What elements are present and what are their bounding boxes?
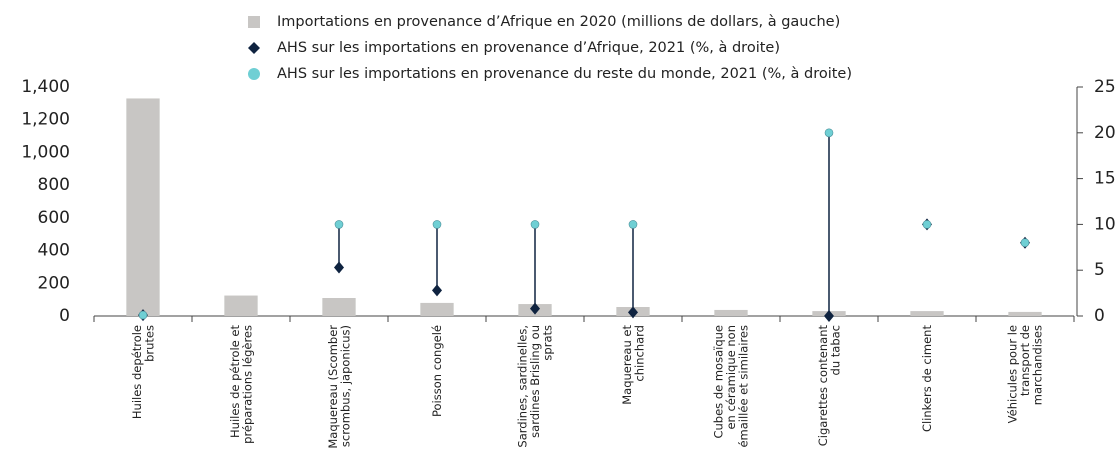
x-tick-label: Huiles depétrolebrutes (129, 325, 156, 419)
diamond-marker (432, 284, 442, 297)
legend-swatch (248, 16, 260, 28)
y-tick-label: 600 (38, 208, 70, 228)
dot-marker (628, 220, 638, 229)
x-tick-label: Cigarettes contenantdu tabac (815, 325, 842, 447)
bar (714, 309, 748, 316)
dot-marker (334, 220, 344, 229)
legend-label: Importations en provenance d’Afrique en … (277, 14, 840, 30)
x-tick-label: Véhicules pour letransport demarchandise… (1005, 325, 1044, 423)
legend-swatch (248, 42, 260, 54)
dot-marker (824, 128, 834, 138)
y-tick-label: 1,200 (21, 110, 70, 130)
y-tick-label: 400 (38, 241, 70, 261)
y2-tick-label: 0 (1094, 306, 1105, 326)
legend-label: AHS sur les importations en provenance d… (277, 40, 780, 56)
x-tick-label: Clinkers de ciment (920, 325, 934, 433)
legend-swatch (248, 68, 260, 80)
x-tick-label: Maquereau (Scomberscrombus, japonicus) (325, 325, 352, 449)
y2-tick-label: 25 (1094, 77, 1116, 97)
x-tick-label: Sardines, sardinelles,sardines Brisling … (515, 325, 554, 448)
bar (126, 98, 160, 316)
bar (224, 295, 258, 316)
dot-marker (530, 220, 540, 229)
x-tick-label: Cubes de mosaïqueen céramique nonémaillé… (711, 325, 750, 448)
x-tick-label: Huiles de pétrole etpréparations légères (227, 325, 254, 444)
y-tick-label: 800 (38, 175, 70, 195)
y2-tick-label: 5 (1094, 260, 1105, 280)
dot-marker (432, 220, 442, 229)
y-tick-label: 1,400 (21, 77, 70, 97)
diamond-marker (334, 261, 344, 274)
dot-marker (1020, 238, 1030, 248)
bar (420, 302, 454, 316)
diamond-marker (530, 302, 540, 315)
x-tick-label: Poisson congelé (430, 325, 444, 417)
y2-tick-label: 10 (1094, 214, 1116, 234)
y-tick-label: 1,000 (21, 142, 70, 162)
dot-marker (138, 310, 148, 320)
dot-marker (922, 220, 932, 229)
diamond-marker (824, 310, 834, 322)
y2-tick-label: 15 (1094, 169, 1116, 189)
bar (322, 298, 356, 316)
y2-tick-label: 20 (1094, 123, 1116, 143)
y-tick-label: 200 (38, 273, 70, 293)
bar (1008, 311, 1042, 316)
x-tick-label: Maquereau etchinchard (619, 325, 646, 405)
legend-label: AHS sur les importations en provenance d… (277, 66, 852, 82)
y-tick-label: 0 (59, 306, 70, 326)
diamond-marker (628, 306, 638, 319)
bar (910, 311, 944, 316)
